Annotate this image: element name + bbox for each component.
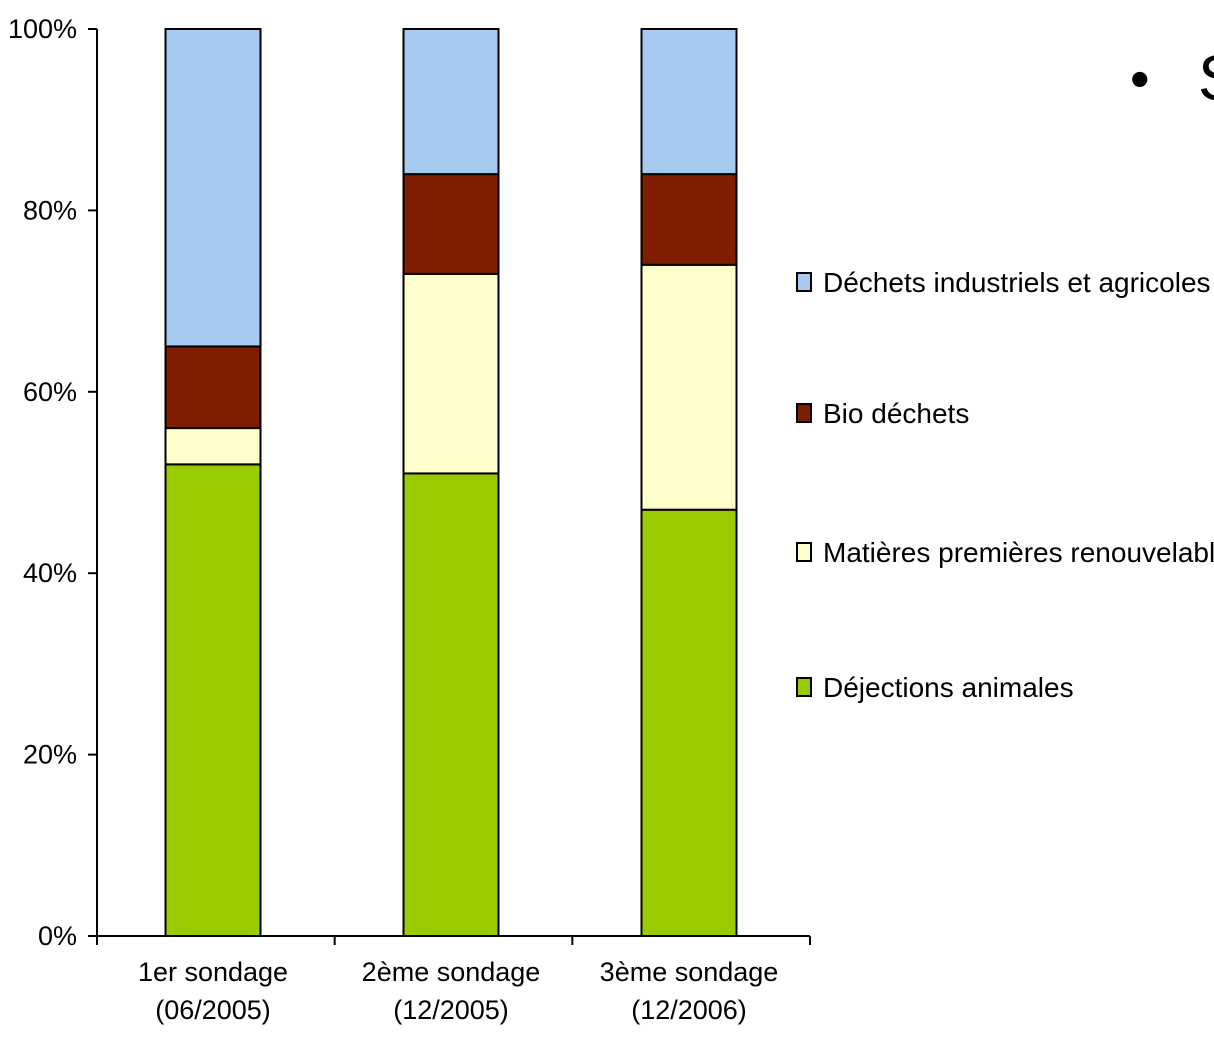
bar-segment: [164, 28, 262, 348]
bar-segment: [640, 173, 738, 266]
y-tick-label: 100%: [8, 14, 77, 44]
legend-swatch: [796, 272, 812, 292]
legend-swatch: [796, 677, 812, 697]
legend-swatch: [796, 542, 812, 562]
bar-segment: [402, 28, 500, 176]
legend-label: Matières premières renouvelables: [823, 537, 1214, 568]
y-tick-label: 80%: [23, 195, 77, 225]
y-tick-label: 40%: [23, 558, 77, 588]
x-category-label: 1er sondage: [138, 957, 288, 987]
bar-segment: [640, 263, 738, 511]
y-tick-label: 20%: [23, 740, 77, 770]
x-category-label: (12/2005): [393, 995, 509, 1025]
chart-ticks: 0% 20% 40% 60% 80% 100% 1er sondage (06/2005) 2è…: [8, 14, 811, 1025]
legend-swatch: [796, 403, 812, 423]
legend-label: Bio déchets: [823, 398, 969, 429]
bar-segment: [164, 427, 262, 466]
y-tick-label: 0%: [38, 921, 77, 951]
chart-legend: Déchets industriels et agricoles Bio déch…: [796, 267, 1214, 703]
bar-segment: [640, 28, 738, 176]
y-tick-label: 60%: [23, 377, 77, 407]
x-category-label: (06/2005): [155, 995, 271, 1025]
bar-segment: [402, 472, 500, 937]
bar-segment: [164, 345, 262, 430]
x-category-label: (12/2006): [631, 995, 747, 1025]
bar-segment: [640, 508, 738, 937]
bar-segment: [402, 173, 500, 275]
legend-label: Déjections animales: [823, 672, 1074, 703]
x-category-label: 3ème sondage: [600, 957, 779, 987]
legend-label: Déchets industriels et agricoles: [823, 267, 1211, 298]
x-category-label: 2ème sondage: [362, 957, 541, 987]
slide-partial-text: S: [1198, 42, 1214, 114]
bar-segment: [402, 272, 500, 475]
chart-bars: [164, 28, 738, 937]
slide-bullet: •: [1130, 47, 1150, 110]
bar-segment: [164, 463, 262, 937]
